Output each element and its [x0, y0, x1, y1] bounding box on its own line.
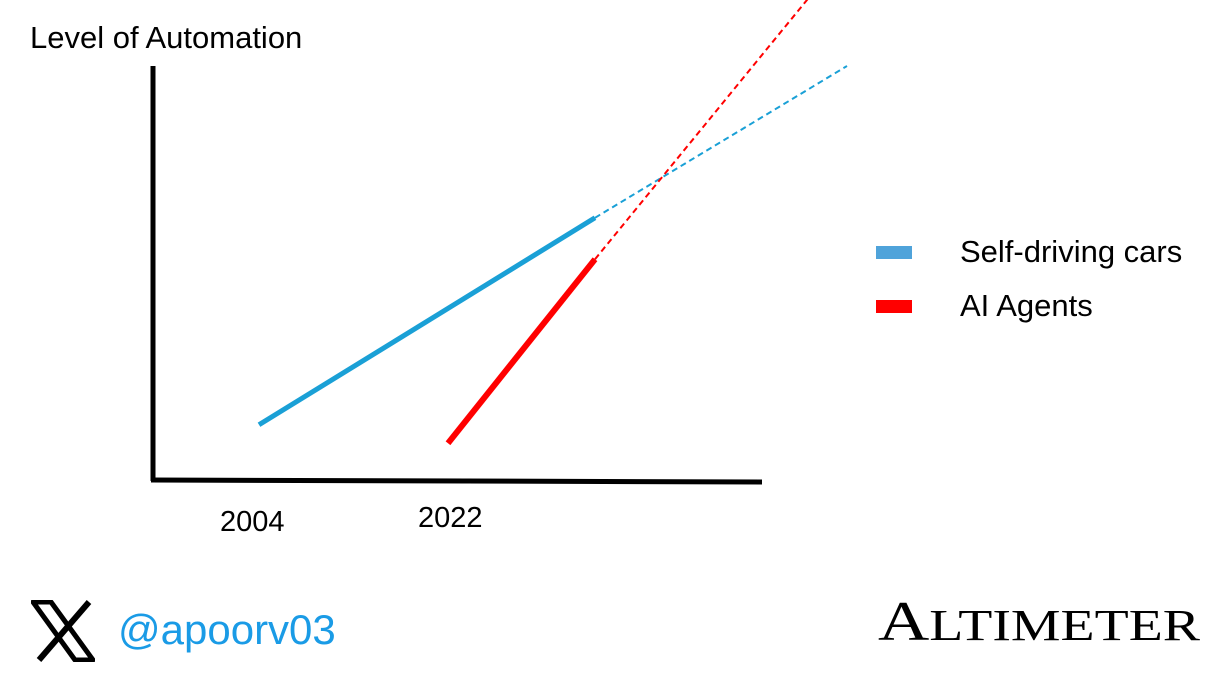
series-line-ai-agents — [445, 257, 598, 446]
altimeter-logo: A LTIMETER — [878, 591, 1201, 653]
x-tick-label-2022: 2022 — [418, 502, 483, 534]
legend-swatch-ai-agents — [876, 300, 912, 313]
x-tick-label-2004: 2004 — [220, 506, 285, 538]
twitter-handle[interactable]: @apoorv03 — [118, 606, 336, 653]
y-axis-label: Level of Automation — [30, 20, 303, 55]
legend-label-self-driving: Self-driving cars — [960, 234, 1183, 269]
series-layer — [257, 0, 848, 446]
series-projection-self-driving-cars — [594, 65, 848, 219]
series-line-self-driving-cars — [257, 215, 597, 427]
legend-swatch-self-driving — [876, 246, 912, 259]
x-logo-icon[interactable] — [31, 600, 95, 662]
legend-label-ai-agents: AI Agents — [960, 288, 1093, 323]
series-projection-ai-agents — [594, 0, 809, 260]
x-axis — [150, 477, 763, 485]
